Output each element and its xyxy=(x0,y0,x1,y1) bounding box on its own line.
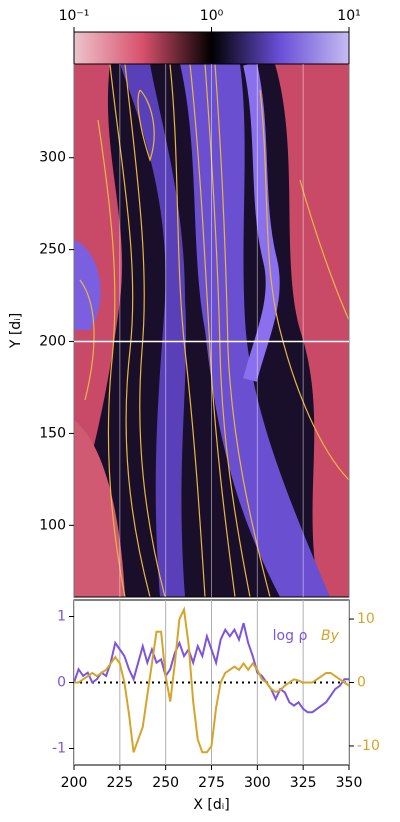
y-tick-label: -1 xyxy=(52,741,66,757)
y2-tick-label: -10 xyxy=(357,738,380,754)
x-tick-label: 350 xyxy=(336,775,363,791)
y-tick-label: 250 xyxy=(39,242,66,258)
colorbar-tick-label: 10¹ xyxy=(337,8,360,24)
x-tick-label: 325 xyxy=(290,775,317,791)
y-tick-label: 0 xyxy=(57,675,66,691)
y2-tick-label: 0 xyxy=(357,675,366,691)
legend-label: log ρ xyxy=(273,628,308,644)
y-tick-label: 150 xyxy=(39,425,66,441)
series-line xyxy=(74,606,349,754)
y2-tick-label: 10 xyxy=(357,611,375,627)
y-tick-label: 100 xyxy=(39,517,66,533)
x-tick-label: 225 xyxy=(106,775,133,791)
colorbar-tick-label: 10⁰ xyxy=(200,8,224,24)
series-line xyxy=(74,622,349,714)
x-tick-label: 250 xyxy=(152,775,179,791)
y-tick-label: 300 xyxy=(39,150,66,166)
x-tick-label: 300 xyxy=(244,775,271,791)
line-plot xyxy=(74,600,349,765)
colorbar xyxy=(73,31,350,65)
y-tick-label: 200 xyxy=(39,334,66,350)
density-map xyxy=(74,64,349,597)
legend-label: By xyxy=(321,628,340,644)
colorbar-tick-label: 10⁻¹ xyxy=(59,8,90,24)
x-axis-label: X [dᵢ] xyxy=(193,797,229,813)
y-axis-label: Y [dᵢ] xyxy=(8,313,24,349)
x-tick-label: 200 xyxy=(61,775,88,791)
y-tick-label: 1 xyxy=(57,609,66,625)
x-tick-label: 275 xyxy=(198,775,225,791)
